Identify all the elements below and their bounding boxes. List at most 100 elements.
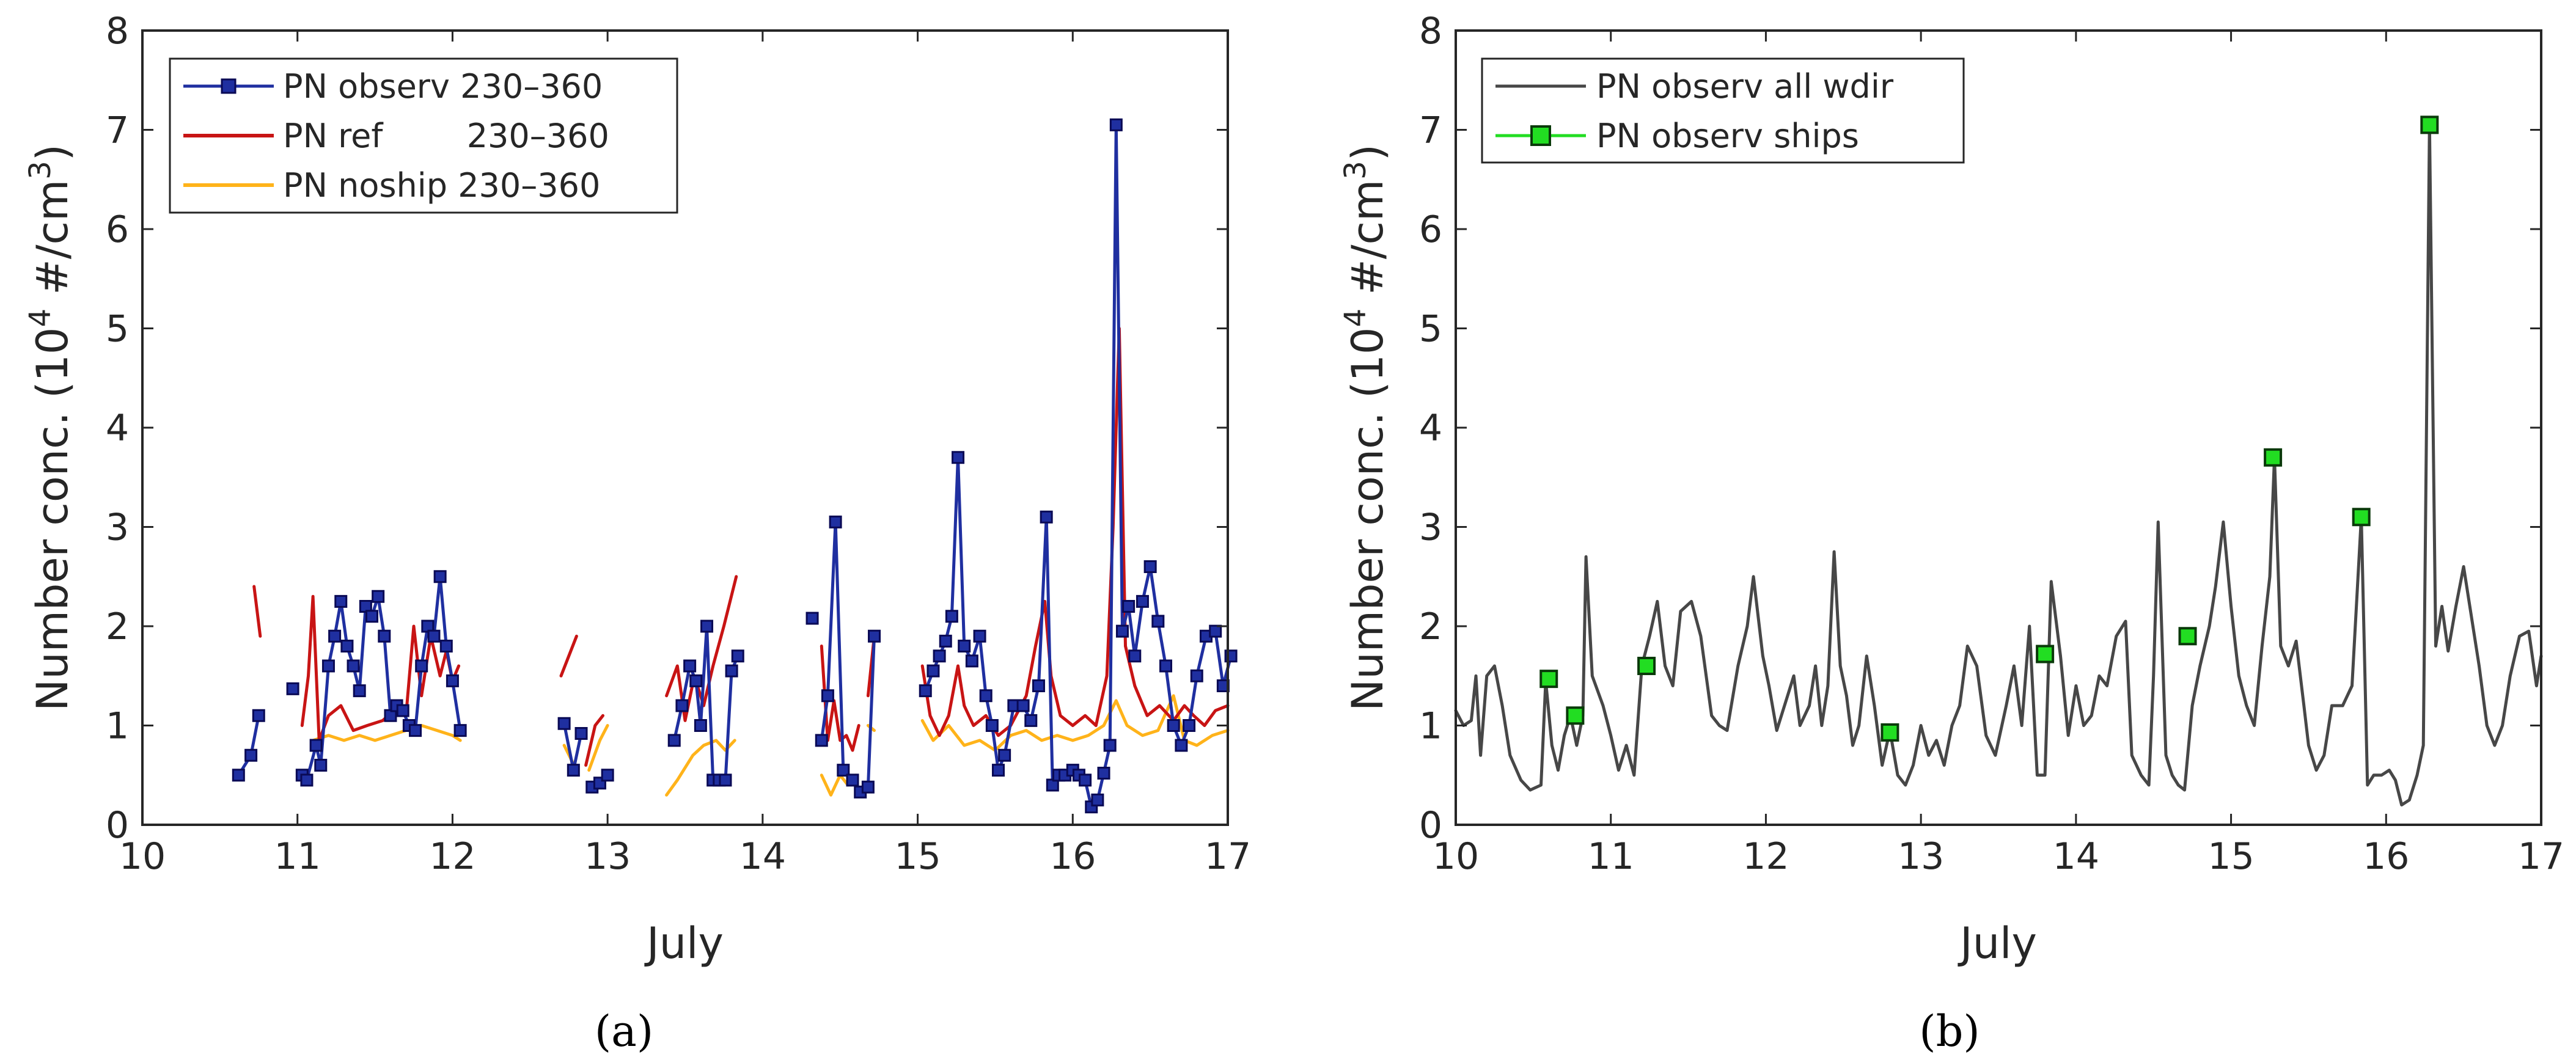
data-point-pn-observ-230-360 <box>979 689 993 703</box>
panel-a-xlabel: July <box>644 918 724 968</box>
data-point-pn-observ-230-360 <box>1151 615 1165 628</box>
panel-b-caption: (b) <box>1919 1006 1980 1056</box>
panel-b-ytick-label: 2 <box>1419 605 1442 648</box>
panel-b-caption-text: (b) <box>1919 1006 1980 1056</box>
data-point-pn-observ-ships <box>2178 627 2197 646</box>
data-point-pn-observ-230-360 <box>252 709 265 722</box>
panel-b-xtick-label: 17 <box>2518 835 2564 878</box>
data-point-pn-observ-230-360 <box>1103 739 1117 752</box>
panel-b-ytick-label: 0 <box>1419 804 1442 847</box>
data-point-pn-observ-230-360 <box>1040 510 1053 524</box>
data-point-pn-observ-230-360 <box>1032 679 1045 692</box>
legend-a-label-ref: PN ref 230–360 <box>283 117 609 155</box>
panel-b-xtick-label: 15 <box>2207 835 2254 878</box>
panel-b-xtick-label: 14 <box>2053 835 2099 878</box>
data-point-pn-observ-230-360 <box>427 629 441 643</box>
panel-b-ylabel: Number conc. (104 #/cm3) <box>1338 144 1393 711</box>
data-point-pn-observ-230-360 <box>409 724 422 737</box>
data-point-pn-observ-230-360 <box>689 674 703 687</box>
panel-b-xtick-label: 13 <box>1898 835 1944 878</box>
data-point-pn-observ-230-360 <box>1091 793 1104 806</box>
data-point-pn-observ-230-360 <box>1128 649 1142 663</box>
data-point-pn-observ-230-360 <box>1097 767 1110 780</box>
panel-a-xtick-label: 14 <box>739 835 786 878</box>
panel-b-ytick-label: 7 <box>1419 109 1442 152</box>
data-point-pn-observ-230-360 <box>694 719 707 732</box>
panel-a-xtick-label: 17 <box>1205 835 1251 878</box>
data-point-pn-observ-230-360 <box>1190 669 1203 682</box>
data-point-pn-observ-230-360 <box>446 674 459 687</box>
panel-a-ylabel-sup2: 3 <box>23 161 57 180</box>
data-point-pn-observ-230-360 <box>1159 659 1173 673</box>
data-point-pn-observ-230-360 <box>868 629 881 643</box>
panel-b-plot-area <box>1454 115 2543 806</box>
data-point-pn-observ-230-360 <box>396 704 409 717</box>
series-line-pn-noship-230-360 <box>920 694 1230 752</box>
data-point-pn-observ-230-360 <box>340 640 354 652</box>
panel-a-ylabel-mid: #/cm <box>28 180 78 309</box>
panel-a-ylabel-sup1: 4 <box>23 309 57 327</box>
data-point-pn-observ-ships <box>1566 706 1585 725</box>
data-point-pn-observ-230-360 <box>919 684 932 698</box>
data-point-pn-observ-230-360 <box>1079 773 1092 787</box>
data-point-pn-observ-230-360 <box>1209 624 1222 638</box>
data-point-pn-observ-230-360 <box>973 629 986 643</box>
data-point-pn-observ-230-360 <box>353 684 366 698</box>
panel-b-legend-box <box>1481 57 1965 164</box>
data-point-pn-observ-230-360 <box>286 682 299 695</box>
panel-a-ylabel-base: Number conc. (10 <box>28 327 78 712</box>
legend-b-marker-ships <box>1530 125 1551 146</box>
panel-b-xtick-label: 11 <box>1588 835 1634 878</box>
data-point-pn-observ-230-360 <box>1122 600 1136 613</box>
panel-b-ytick-label: 1 <box>1419 705 1442 748</box>
data-point-pn-observ-230-360 <box>1167 719 1180 732</box>
panel-b-ylabel-end: ) <box>1343 144 1393 161</box>
data-point-pn-observ-ships <box>1539 670 1558 689</box>
panel-a-plot-area <box>232 118 1238 814</box>
legend-b-label-all: PN observ all wdir <box>1596 67 1894 106</box>
panel-a-ytick-label: 2 <box>106 605 129 648</box>
series-line-pn-noship-230-360 <box>311 724 462 742</box>
data-point-pn-observ-230-360 <box>453 724 467 737</box>
panel-a-xtick-label: 11 <box>274 835 321 878</box>
panel-a-ytick-label: 0 <box>106 804 129 847</box>
data-point-pn-observ-230-360 <box>415 659 428 673</box>
panel-b-ylabel-sup1: 4 <box>1338 309 1373 327</box>
panel-a-ytick-label: 3 <box>106 506 129 549</box>
panel-a-ytick-label: 5 <box>106 308 129 351</box>
data-point-pn-observ-230-360 <box>321 659 335 673</box>
panel-a-ytick-label: 4 <box>106 407 129 450</box>
data-point-pn-observ-230-360 <box>347 659 360 673</box>
data-point-pn-observ-230-360 <box>821 689 834 703</box>
data-point-pn-observ-230-360 <box>958 640 971 652</box>
data-point-pn-observ-230-360 <box>1109 118 1123 131</box>
data-point-pn-observ-230-360 <box>965 654 978 668</box>
panel-b-ylabel-sup2: 3 <box>1338 161 1373 180</box>
data-point-pn-observ-230-360 <box>731 649 744 663</box>
data-point-pn-observ-230-360 <box>601 769 614 782</box>
panel-a-xtick-label: 13 <box>584 835 631 878</box>
data-point-pn-observ-230-360 <box>861 780 875 794</box>
panel-a-xtick-label: 15 <box>894 835 941 878</box>
data-point-pn-observ-230-360 <box>700 620 714 633</box>
data-point-pn-observ-230-360 <box>1175 739 1188 752</box>
data-point-pn-observ-ships <box>2036 645 2055 663</box>
data-point-pn-observ-230-360 <box>557 717 571 730</box>
data-point-pn-observ-230-360 <box>837 764 850 777</box>
panel-a-xtick-label: 16 <box>1049 835 1096 878</box>
data-point-pn-observ-230-360 <box>1183 719 1196 732</box>
data-point-pn-observ-230-360 <box>334 594 348 608</box>
data-point-pn-observ-230-360 <box>574 727 588 740</box>
legend-a-label-noship: PN noship 230–360 <box>283 166 600 205</box>
data-point-pn-observ-230-360 <box>992 764 1005 777</box>
data-point-pn-observ-230-360 <box>945 610 958 623</box>
panel-a-xtick-label: 12 <box>429 835 475 878</box>
data-point-pn-observ-230-360 <box>433 570 447 583</box>
legend-a-label-observ: PN observ 230–360 <box>283 67 603 106</box>
data-point-pn-observ-230-360 <box>378 629 391 643</box>
data-point-pn-observ-230-360 <box>805 612 819 625</box>
data-point-pn-observ-230-360 <box>328 629 342 643</box>
data-point-pn-observ-230-360 <box>372 590 385 603</box>
